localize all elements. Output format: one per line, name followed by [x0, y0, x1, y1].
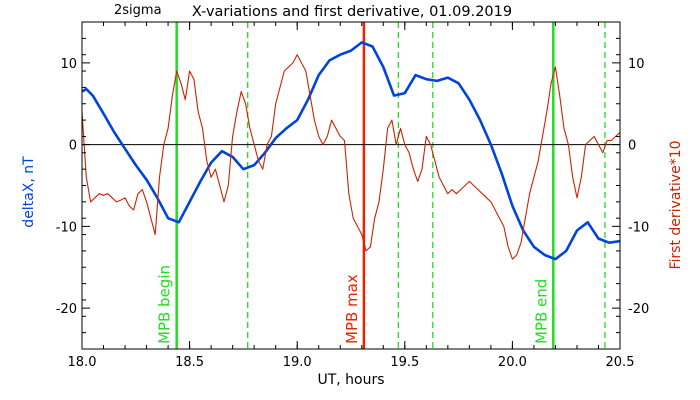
- y-axis-right-ticks: 10 0 -10 -20: [612, 21, 649, 350]
- x-tick-label: 18.5: [175, 355, 204, 370]
- chart-title: X-variations and first derivative, 01.09…: [192, 4, 512, 20]
- series-line-0: [81, 41, 621, 261]
- y-tick-label-right: -10: [628, 220, 649, 235]
- x-axis-label: UT, hours: [317, 372, 384, 388]
- corner-label: 2sigma: [114, 3, 162, 18]
- y-tick-label-right: -20: [628, 302, 649, 317]
- y-axis-left-label: deltaX, nT: [21, 156, 37, 228]
- y-tick-label-left: 0: [69, 139, 77, 154]
- marker-label-2: MPB max: [343, 274, 361, 344]
- series-line-1: [81, 54, 621, 260]
- marker-label-0: MPB begin: [156, 265, 174, 344]
- series-lines: [81, 41, 621, 261]
- x-tick-label: 18.0: [68, 355, 97, 370]
- x-tick-label: 19.0: [283, 355, 312, 370]
- x-tick-label: 20.5: [606, 355, 635, 370]
- y-tick-label-left: -20: [56, 302, 77, 317]
- marker-lines: [175, 22, 606, 349]
- y-tick-label-right: 10: [628, 57, 645, 72]
- y-tick-label-left: 10: [60, 57, 77, 72]
- y-tick-label-left: -10: [56, 220, 77, 235]
- x-tick-label: 20.0: [498, 355, 527, 370]
- y-axis-right-label: First derivative*10: [668, 140, 684, 269]
- y-axis-left-ticks: 10 0 -10 -20: [56, 21, 90, 350]
- y-tick-label-right: 0: [628, 139, 636, 154]
- marker-labels: MPB begin MPB max MPB end: [156, 265, 551, 344]
- x-tick-label: 19.5: [390, 355, 419, 370]
- marker-label-5: MPB end: [532, 279, 550, 344]
- x-axis-ticks: 18.0 18.5 19.0 19.5 20.0 20.5: [68, 22, 635, 370]
